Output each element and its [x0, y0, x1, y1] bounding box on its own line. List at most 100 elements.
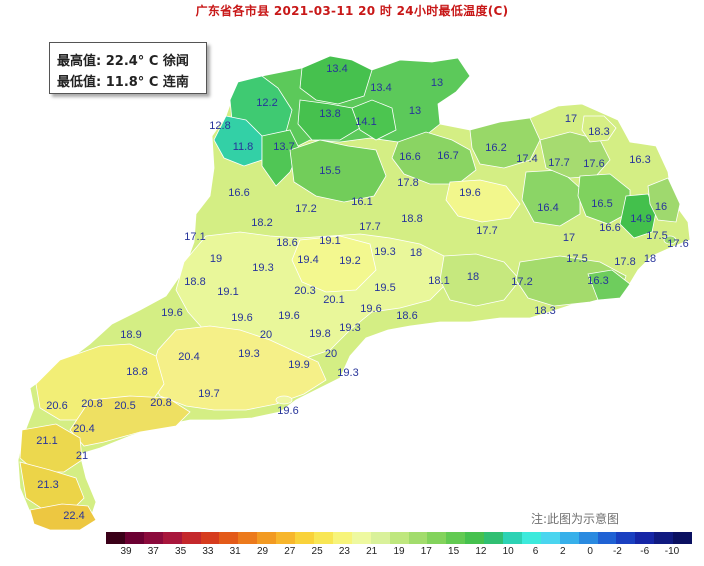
ruyuan-region [297, 99, 361, 141]
value-label-boluo: 19.3 [374, 246, 395, 258]
legend-swatch [351, 532, 371, 544]
legend-label: 37 [147, 546, 159, 557]
value-label-xinhui: 19.6 [231, 312, 252, 324]
legend-swatch [124, 532, 144, 544]
legend-swatch [238, 532, 258, 544]
value-label-nanao: 17.5 [646, 230, 667, 242]
value-label-fogang: 17.8 [397, 177, 418, 189]
value-label-lianshan: 12.8 [209, 120, 230, 132]
value-label-zhongshan: 19.8 [309, 328, 330, 340]
value-label-meizhou: 17.6 [583, 158, 604, 170]
legend-label: 12 [475, 546, 487, 557]
legend-label: 39 [120, 546, 132, 557]
value-label-nanxiong: 13 [431, 77, 443, 89]
value-label-dabu: 16.3 [629, 154, 650, 166]
value-label-yunfu: 19.6 [161, 307, 182, 319]
value-label-huazhou: 20.8 [81, 398, 102, 410]
min-value-line: 最低值: 11.8° C 连南 [57, 75, 189, 90]
value-label-shenzhen: 19.6 [360, 303, 381, 315]
longmen-region [445, 179, 521, 223]
guangzhou-region [291, 235, 377, 293]
legend-swatch [162, 532, 182, 544]
yingde-region [289, 139, 387, 203]
legend-label: 35 [175, 546, 187, 557]
raoping-region [647, 177, 681, 223]
legend-swatch [370, 532, 390, 544]
legend-swatch [313, 532, 333, 544]
value-label-yunan: 19 [210, 253, 222, 265]
leizhou-region [19, 461, 85, 511]
legend-label: 2 [560, 546, 566, 557]
legend-label: 15 [448, 546, 460, 557]
wengyuan-region [391, 131, 477, 185]
stats-box: 最高值: 22.4° C 徐闻 最低值: 11.8° C 连南 [49, 42, 207, 94]
legend-label: -10 [664, 546, 680, 557]
legend-swatch [408, 532, 428, 544]
legend-swatch [200, 532, 220, 544]
value-label-chaozhou: 14.9 [630, 213, 651, 225]
value-label-dapeng: 18.6 [396, 310, 417, 322]
value-label-fengshun: 16.5 [591, 198, 612, 210]
value-label-fengkai: 17.1 [184, 231, 205, 243]
map-title: 广东省各市县 2021-03-11 20 时 24小时最低温度(C) [195, 4, 509, 18]
legend-swatch [332, 532, 352, 544]
value-label-shanwei: 17.2 [511, 276, 532, 288]
value-label-shunde: 20.3 [294, 285, 315, 297]
value-label-jiexi: 18.3 [534, 305, 555, 317]
value-label-jieyang: 16.6 [599, 222, 620, 234]
value-label-heshan: 19.6 [278, 310, 299, 322]
value-label-renhua: 13.4 [370, 82, 391, 94]
value-label-huidong: 18.1 [428, 275, 449, 287]
value-label-shangchuan: 19.6 [277, 405, 298, 417]
value-label-pingyuan: 17 [565, 113, 577, 125]
value-label-wuchuan: 20.5 [114, 400, 135, 412]
guangdong-map: 12.2 11.812.8 13.7 13.8 13.4 13.4 13 13 14.1 15.5… [17, 55, 691, 530]
huidong-region [439, 253, 521, 307]
value-label-dongguan: 20.1 [323, 294, 344, 306]
legend-label: 0 [587, 546, 593, 557]
value-label-gaozhou: 18.8 [126, 366, 147, 378]
legend-label: 31 [229, 546, 241, 557]
jiaoling-region [581, 115, 617, 143]
legend-swatch [540, 532, 560, 544]
legend-label: 33 [202, 546, 214, 557]
value-label-enping: 19.3 [238, 348, 259, 360]
legend-label: 29 [256, 546, 269, 557]
value-label-ruyuan: 13.8 [319, 108, 340, 120]
value-label-macau: 19.3 [337, 367, 358, 379]
value-label-lianzhou: 12.2 [256, 97, 277, 109]
value-label-dianbai: 20.8 [150, 397, 171, 409]
value-label-huaiji: 16.6 [228, 187, 249, 199]
legend-swatch [106, 532, 125, 544]
value-label-suixi: 21.1 [36, 435, 57, 447]
legend-label: 6 [532, 546, 539, 557]
value-label-longmen: 19.6 [459, 187, 480, 199]
value-label-haifeng: 18 [467, 271, 479, 283]
legend-swatch [616, 532, 636, 544]
value-label-qingxin: 16.1 [351, 196, 372, 208]
legend-label: -6 [640, 546, 650, 557]
legend-swatch [654, 532, 674, 544]
value-label-lianping: 16.6 [399, 151, 420, 163]
legend-labels: 39 37 35 33 31 29 27 25 23 21 19 17 15 12 10 6 2 0 -2 -6 -10 [106, 546, 692, 560]
legend-swatch [635, 532, 655, 544]
legend-swatch [465, 532, 485, 544]
map-note: 注:此图为示意图 [531, 512, 620, 526]
legend-swatch [219, 532, 239, 544]
value-label-shixing: 13 [409, 105, 421, 117]
value-label-huilai: 16.3 [587, 275, 608, 287]
value-label-chenghai: 18 [644, 253, 656, 265]
value-label-wuhua: 16.4 [537, 202, 558, 214]
value-labels: 12.2 11.812.8 13.7 13.8 13.4 13.4 13 13 14.1 15.5… [36, 63, 688, 522]
value-label-liannan: 11.8 [233, 141, 254, 153]
value-label-xinxing: 19.1 [217, 286, 238, 298]
value-label-huiyang: 18 [410, 247, 422, 259]
value-label-qujiang: 14.1 [355, 116, 376, 128]
value-label-zhanjiang: 20.4 [73, 423, 94, 435]
value-label-zhuhai: 20 [325, 348, 337, 360]
value-label-xingning: 17.4 [516, 153, 537, 165]
legend-label: 17 [420, 546, 432, 557]
value-label-yangshan: 13.7 [273, 141, 294, 153]
value-label-taishan: 19.9 [288, 359, 309, 371]
legend-swatch [389, 532, 409, 544]
